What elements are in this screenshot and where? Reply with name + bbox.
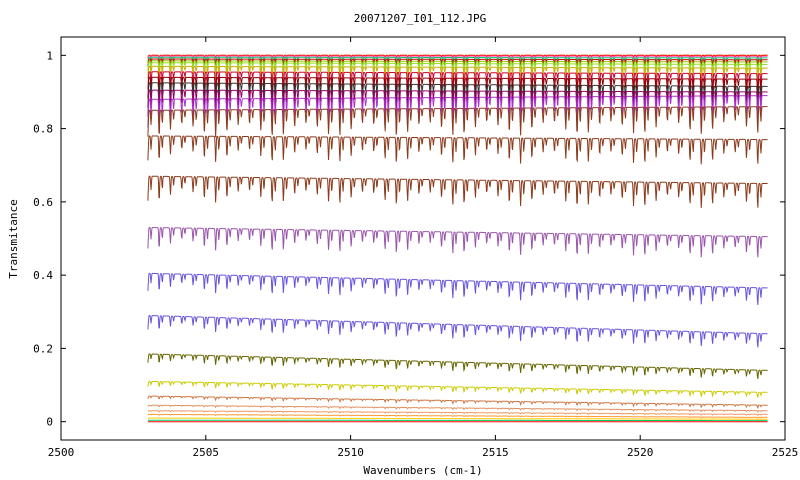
y-tick-label: 0.2 (33, 342, 53, 355)
x-axis-label: Wavenumbers (cm-1) (363, 464, 482, 477)
series-line-4 (147, 58, 768, 69)
chart-title: 20071207_I01_112.JPG (354, 12, 486, 25)
series-line-22 (147, 404, 768, 413)
series-line-13 (147, 106, 768, 138)
series-layer (147, 54, 768, 423)
series-line-12 (147, 95, 768, 129)
y-tick-label: 0 (46, 416, 53, 429)
series-line-11 (147, 89, 768, 119)
series-line-8 (147, 71, 768, 92)
series-line-19 (147, 353, 768, 379)
axis-layer: 2500 2505 2510 2515 2520 2525 0 0.2 0.4 0.6 0.8 1 (33, 37, 798, 459)
series-line-25 (147, 417, 768, 420)
series-line-17 (147, 272, 768, 306)
series-line-21 (147, 395, 768, 409)
series-line-6 (147, 62, 768, 76)
x-tick-label: 2520 (627, 446, 654, 459)
x-tick-label: 2505 (193, 446, 220, 459)
y-tick-label: 0.8 (33, 123, 53, 136)
series-line-18 (147, 315, 768, 348)
series-line-5 (147, 60, 768, 72)
series-line-3 (147, 56, 768, 65)
x-tick-label: 2500 (48, 446, 75, 459)
x-tick-label: 2510 (337, 446, 364, 459)
series-line-23 (147, 410, 768, 416)
series-line-14 (147, 135, 768, 165)
series-line-15 (147, 175, 768, 208)
x-tick-label: 2515 (482, 446, 509, 459)
series-line-20 (147, 380, 768, 398)
series-line-24 (147, 413, 768, 419)
series-line-1 (147, 54, 768, 60)
series-line-16 (147, 226, 768, 258)
x-tick-label: 2525 (772, 446, 799, 459)
series-line-2 (147, 55, 768, 62)
y-tick-label: 1 (46, 49, 53, 62)
series-line-9 (147, 76, 768, 101)
plot-frame (60, 36, 786, 441)
series-line-7 (147, 65, 768, 81)
y-axis-label: Transmitance (7, 199, 20, 278)
series-line-10 (147, 82, 768, 112)
y-tick-label: 0.6 (33, 196, 53, 209)
y-tick-label: 0.4 (33, 269, 53, 282)
